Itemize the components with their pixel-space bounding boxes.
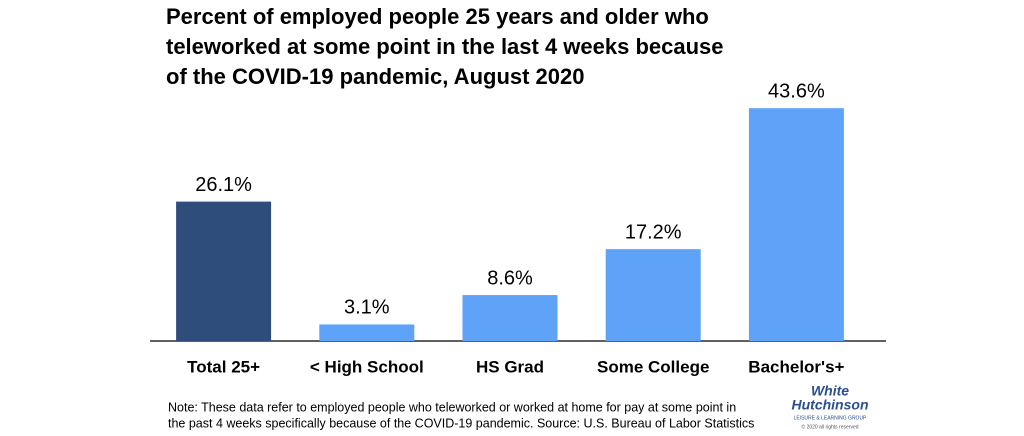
bar xyxy=(462,295,558,341)
x-tick-label: HS Grad xyxy=(476,357,544,376)
bar xyxy=(319,324,415,341)
x-tick-label: < High School xyxy=(310,357,424,376)
logo-tagline: LEISURE & LEARNING GROUP xyxy=(794,415,867,421)
x-tick-label: Bachelor's+ xyxy=(748,357,844,376)
chart-title: of the COVID-19 pandemic, August 2020 xyxy=(166,64,585,89)
value-label: 8.6% xyxy=(487,267,533,289)
value-label: 17.2% xyxy=(625,221,682,243)
logo: White Hutchinson LEISURE & LEARNING GROU… xyxy=(792,383,869,431)
bar xyxy=(748,108,844,342)
value-label: 3.1% xyxy=(344,297,390,319)
logo-text: Hutchinson xyxy=(792,397,869,413)
value-label: 43.6% xyxy=(768,80,825,102)
bar xyxy=(176,201,272,341)
x-tick-label: Total 25+ xyxy=(187,357,260,376)
chart-title: Percent of employed people 25 years and … xyxy=(166,4,709,29)
x-tick-label: Some College xyxy=(597,357,709,376)
logo-copyright: © 2020 all rights reserved xyxy=(801,423,858,430)
value-label: 26.1% xyxy=(195,174,252,196)
note: the past 4 weeks specifically because of… xyxy=(168,416,754,430)
logo-text: White xyxy=(811,383,849,399)
note: Note: These data refer to employed peopl… xyxy=(168,400,736,414)
bar xyxy=(605,249,701,341)
chart-title: teleworked at some point in the last 4 w… xyxy=(166,34,724,59)
